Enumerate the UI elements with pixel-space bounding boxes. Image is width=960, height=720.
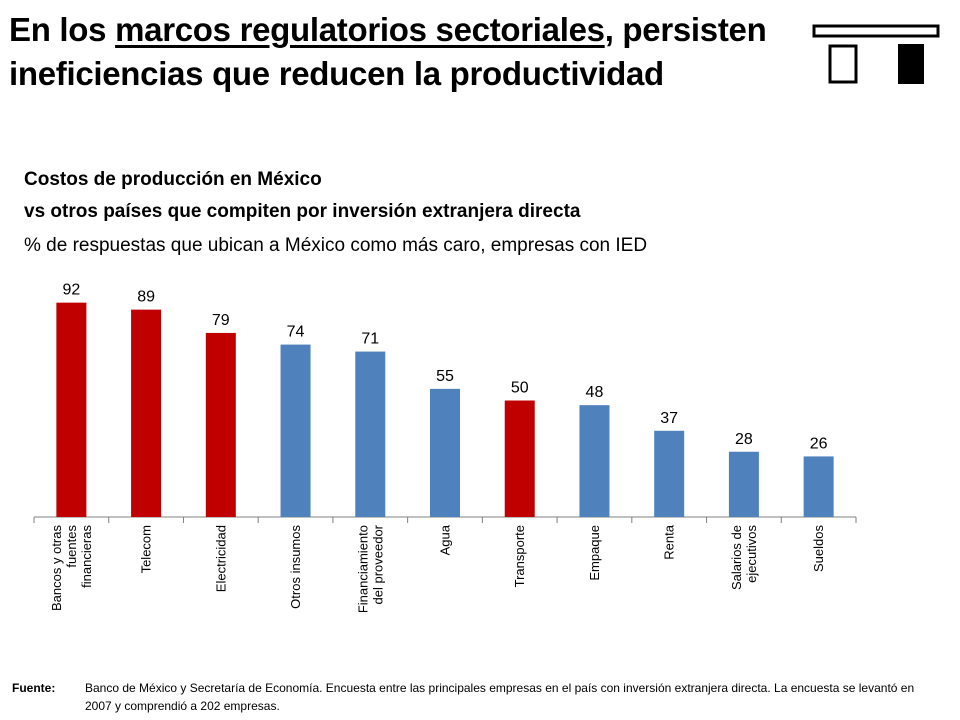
chart-subtitle-2: vs otros países que compiten por inversi…	[24, 201, 581, 222]
bar-11	[803, 456, 834, 517]
tick-label-8: Empaque	[587, 525, 602, 581]
data-label-9: 37	[660, 410, 678, 427]
data-label-11: 26	[810, 435, 828, 452]
bar-2	[131, 309, 162, 517]
tick-label-line: Empaque	[587, 525, 602, 581]
tick-label-4: Otros insumos	[288, 525, 303, 609]
tick-label-line: Electricidad	[213, 525, 228, 592]
bar-7	[504, 400, 535, 517]
tick-label-11: Sueldos	[811, 525, 826, 572]
data-label-5: 71	[361, 331, 379, 348]
data-label-7: 50	[511, 380, 529, 397]
tick-label-3: Electricidad	[213, 525, 228, 592]
tick-label-line: Salarios de	[729, 525, 744, 590]
tick-label-7: Transporte	[512, 525, 527, 587]
data-label-10: 28	[735, 431, 753, 448]
title-part-3: , persisten ineficiencias que reducen la…	[9, 11, 767, 92]
tick-label-line: Sueldos	[811, 525, 826, 572]
tick-label-1: Bancos y otrasfuentesfinancieras	[49, 525, 94, 611]
bar-6	[430, 388, 460, 517]
tick-label-line: Telecom	[139, 525, 154, 573]
tick-label-line: Financiamiento	[355, 525, 370, 613]
tick-label-2: Telecom	[139, 525, 154, 573]
source-text: Banco de México y Secretaría de Economía…	[85, 681, 915, 713]
tick-label-10: Salarios deejecutivos	[729, 525, 759, 591]
bar-9	[654, 430, 685, 517]
tick-label-line: ejecutivos	[744, 525, 759, 583]
data-label-2: 89	[137, 289, 155, 306]
chart-subtitle-1: Costos de producción en México	[24, 169, 322, 190]
data-label-4: 74	[287, 324, 305, 341]
page-title: En los marcos regulatorios sectoriales, …	[9, 8, 769, 96]
source-label: Fuente:	[12, 681, 56, 695]
tick-label-9: Renta	[662, 524, 677, 559]
tick-label-line: Transporte	[512, 525, 527, 587]
bar-10	[728, 451, 759, 517]
bar-1	[56, 302, 87, 517]
logo-icon	[812, 24, 940, 84]
title-part-2-underlined: marcos regulatorios sectoriales	[115, 11, 605, 48]
tick-label-line: fuentes	[64, 525, 79, 568]
data-label-1: 92	[62, 282, 80, 299]
title-part-1: En los	[9, 11, 116, 48]
tick-label-line: Bancos y otras	[49, 525, 64, 611]
data-label-6: 55	[436, 368, 454, 385]
tick-label-6: Agua	[438, 524, 453, 555]
bar-4	[280, 344, 311, 517]
tick-label-line: financieras	[79, 525, 94, 588]
tick-label-line: Renta	[662, 524, 677, 559]
bar-3	[205, 332, 236, 517]
tick-label-5: Financiamientodel proveedor	[355, 524, 385, 613]
chart-subtitle-3: % de respuestas que ubican a México como…	[24, 235, 648, 256]
bar-8	[579, 405, 610, 517]
data-label-3: 79	[212, 312, 230, 329]
tick-label-line: Agua	[438, 524, 453, 555]
bar-chart: 92 89 79 74 71 55 50 48 37 28 26 Bancos y otrasfuen…	[33, 282, 857, 613]
tick-label-line: Otros insumos	[288, 525, 303, 609]
tick-label-line: del proveedor	[370, 524, 385, 604]
bar-5	[355, 351, 386, 517]
data-label-8: 48	[586, 384, 604, 401]
